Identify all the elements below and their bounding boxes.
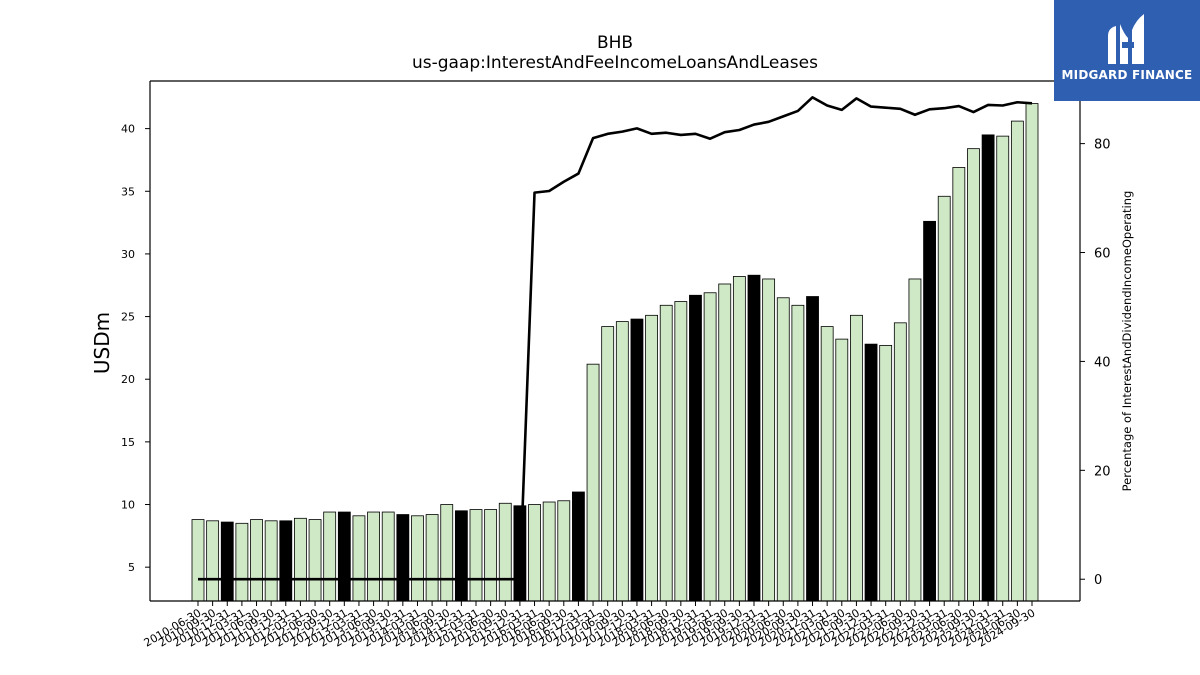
bar [850,314,863,602]
bar [981,134,995,602]
bar [645,314,658,602]
bar [425,514,439,602]
y-tick-label: 25 [121,311,135,324]
bar [762,278,776,602]
y2-tick-label: 0 [1094,573,1102,588]
bar [674,301,688,602]
bar [923,220,936,602]
bar [791,304,805,602]
chart-subtitle: us-gaap:InterestAndFeeIncomeLoansAndLeas… [412,53,818,73]
bar [879,344,893,602]
bar [206,520,220,602]
y-tick-label: 40 [121,123,135,136]
chart-title: BHB [596,33,634,53]
bar [250,519,263,602]
bar [572,491,585,602]
bar [747,274,761,602]
bar [864,343,878,602]
bar [191,519,205,602]
brand-name: MIDGARD FINANCE [1061,68,1193,82]
bar [659,304,673,602]
bar [1010,120,1024,602]
bar [937,195,951,602]
bar [820,326,834,602]
bar [220,521,234,602]
series-line [198,96,1033,581]
bar [308,519,322,602]
bar [352,515,366,602]
bar [1025,103,1039,602]
y-tick-label: 5 [128,561,135,574]
bar [718,283,732,602]
y2-tick-label: 60 [1094,247,1111,262]
bar [294,517,307,602]
y-tick-label: 20 [121,373,135,386]
y2-tick-label: 20 [1094,464,1111,479]
bar [381,511,395,602]
bar [498,502,512,602]
bar [967,148,980,602]
bar [952,167,966,602]
bar [732,276,746,602]
bar [367,511,380,602]
bar [484,509,498,602]
bar [235,522,249,602]
bar [411,515,424,602]
bar [835,338,849,602]
bar [893,322,907,602]
y-tick-label: 15 [121,436,135,449]
bar [279,520,293,602]
bar [908,278,922,602]
y-tick-label: 10 [121,499,135,512]
bar [337,511,351,602]
bar [264,520,278,602]
bar [323,511,337,602]
y-axis-label: USDm [90,312,114,374]
bar [615,321,629,602]
bar [454,510,468,602]
bar [528,504,541,602]
y-tick-label: 35 [121,185,135,198]
brand-logo: MIDGARD FINANCE [1054,0,1200,101]
bar [703,292,717,602]
bar [806,296,819,602]
midgard-logo-icon [1108,14,1144,64]
bar [557,500,571,602]
bar [396,514,410,602]
y-tick-label: 30 [121,248,135,261]
bar [586,363,600,602]
y2-tick-label: 80 [1094,138,1111,153]
bar [440,504,454,602]
bar [776,297,790,602]
bar [542,501,556,602]
bar [996,135,1010,602]
y2-axis-label: Percentage of InterestAndDividendIncomeO… [1120,191,1134,492]
bar [689,294,702,602]
bar [601,326,615,602]
bar [630,318,644,602]
bar [469,509,483,602]
y2-tick-label: 40 [1094,355,1111,370]
